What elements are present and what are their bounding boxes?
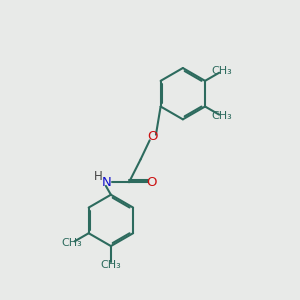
Text: H: H (94, 170, 103, 183)
Text: O: O (147, 130, 158, 143)
Text: N: N (102, 176, 111, 189)
Text: CH₃: CH₃ (212, 111, 232, 121)
Text: CH₃: CH₃ (61, 238, 82, 248)
Text: CH₃: CH₃ (212, 66, 232, 76)
Text: CH₃: CH₃ (100, 260, 121, 270)
Text: O: O (146, 176, 157, 189)
